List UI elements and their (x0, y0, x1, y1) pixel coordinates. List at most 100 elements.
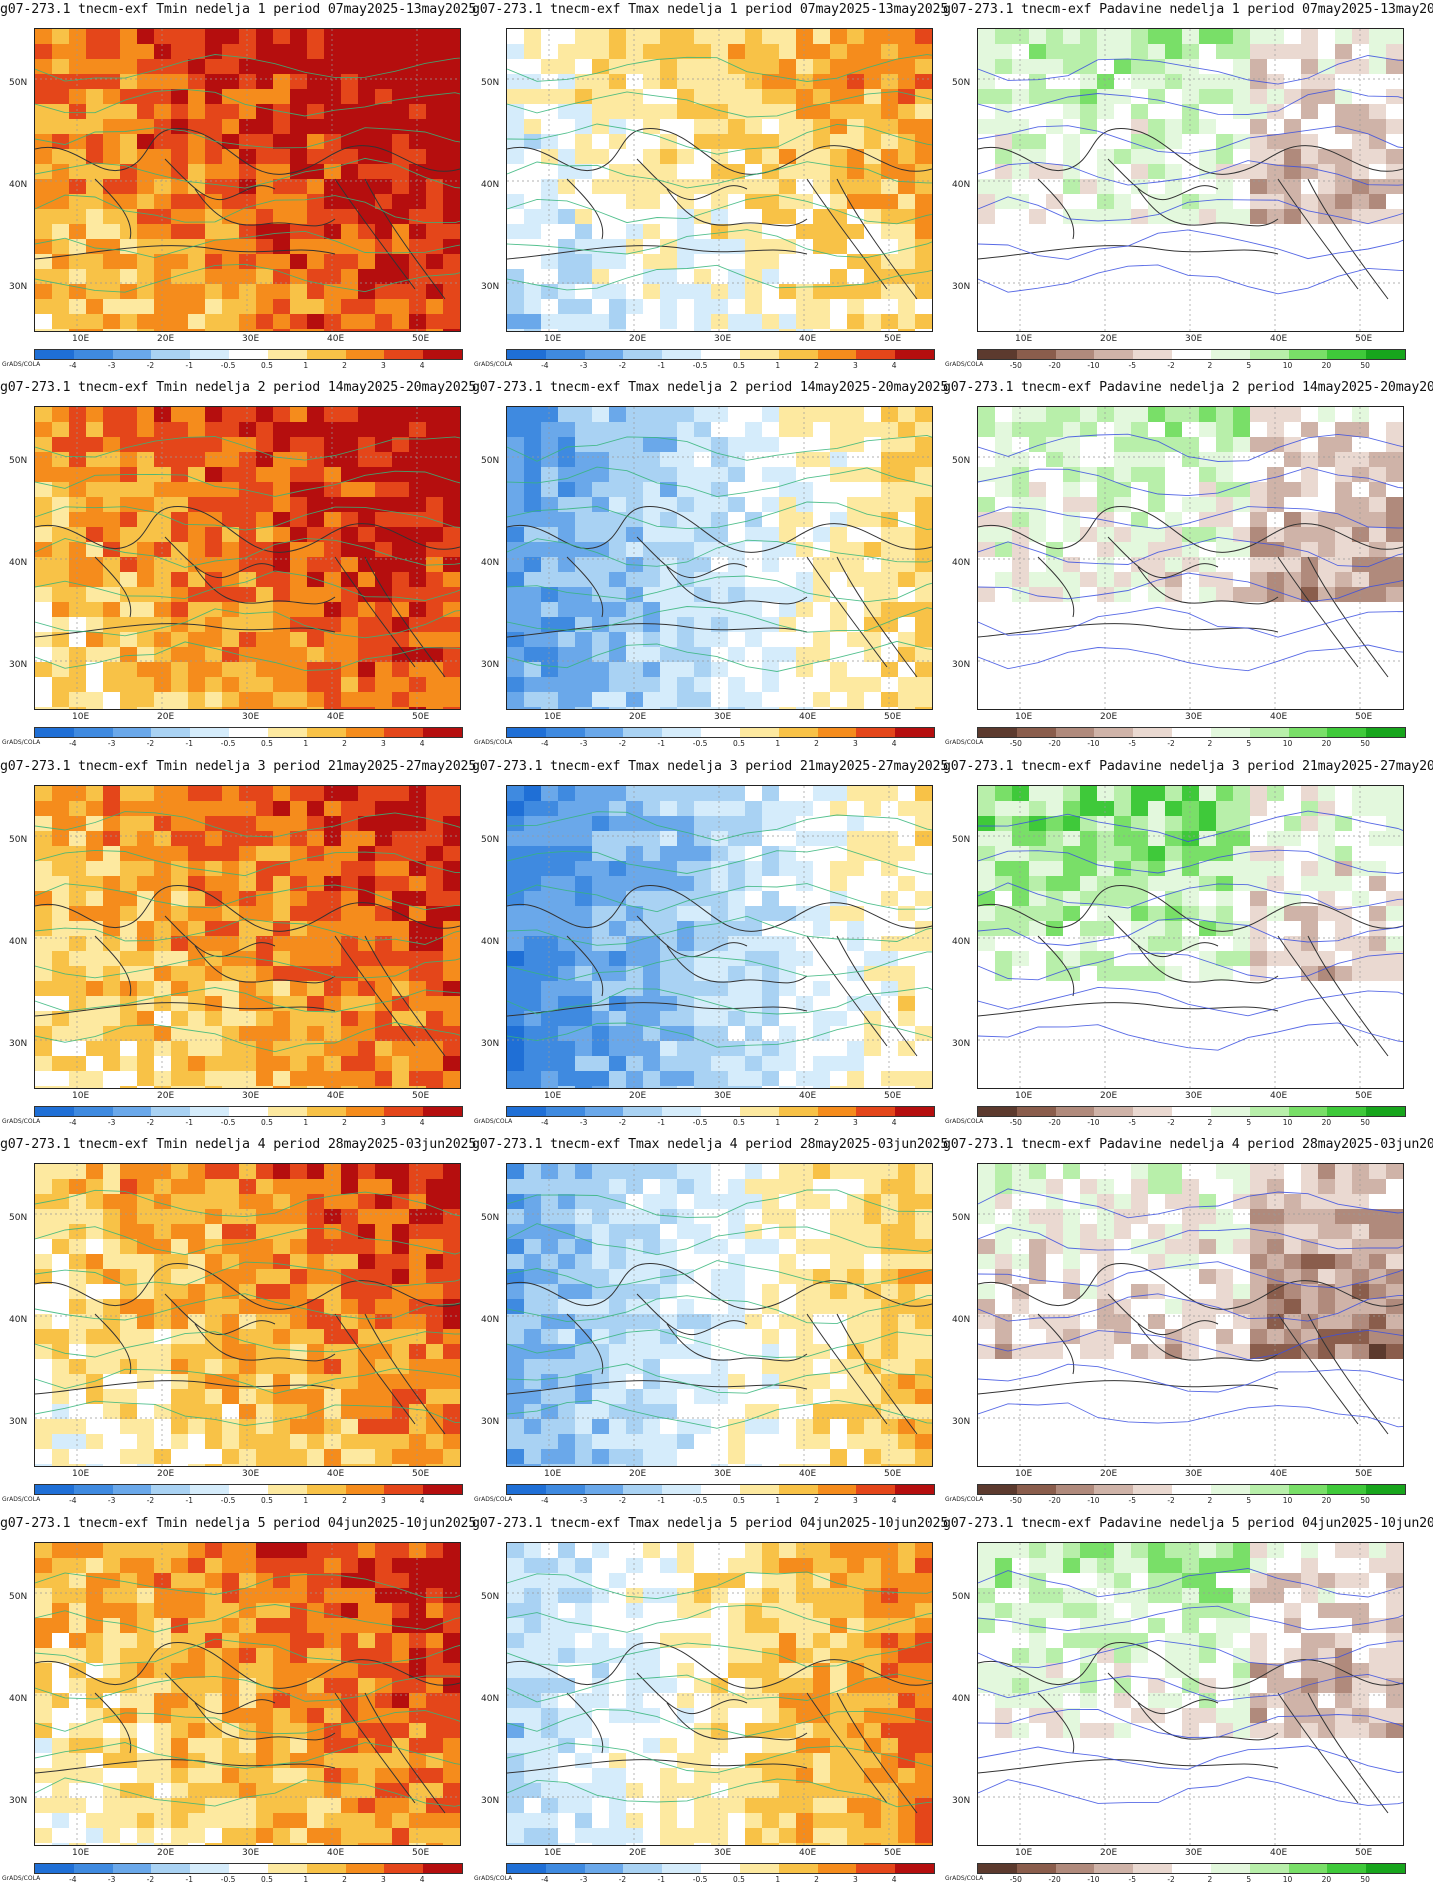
colorbar-tick-label: 4 (891, 1118, 897, 1127)
colorbar-tick-label: 3 (380, 739, 386, 748)
longitude-label: 40E (799, 1848, 817, 1858)
colorbar-segment (306, 350, 346, 359)
colorbar-tick-label: -4 (541, 1496, 549, 1505)
longitude-label: 10E (544, 712, 562, 722)
latitude-label: 30N (481, 1039, 500, 1049)
longitude-label: 10E (1015, 712, 1033, 722)
colorbar-tick-label: 1 (303, 1118, 309, 1127)
colorbar-segment (978, 1107, 1017, 1116)
colorbar-segment (1133, 728, 1173, 737)
colorbar-segment (662, 1485, 702, 1494)
colorbar-tick-label: -2 (146, 361, 155, 370)
colorbar-tick-label: 10 (1282, 1875, 1293, 1884)
latitude-label: 50N (481, 835, 500, 845)
latitude-label: 40N (9, 558, 28, 568)
colorbar-tick-label: -20 (1048, 361, 1061, 370)
longitude-label: 30E (242, 1848, 260, 1858)
latitude-label: 30N (952, 1796, 971, 1806)
colorbar-tick-label: 5 (1246, 1875, 1252, 1884)
colorbar-tick-label: -4 (69, 739, 77, 748)
colorbar-tick-label: -2 (1167, 739, 1175, 748)
colorbar-segment (1016, 350, 1056, 359)
panel-title: g07-273.1 tnecm-exf Tmax nedelja 5 perio… (472, 1516, 949, 1531)
colorbar-segment (190, 1864, 230, 1873)
map-canvas (35, 1543, 460, 1845)
map-canvas (978, 407, 1403, 709)
latitude-label: 40N (9, 937, 28, 947)
colorbar-segment (1210, 1107, 1250, 1116)
latitude-label: 50N (952, 835, 971, 845)
colorbar-tick-label: 2 (1207, 361, 1213, 370)
colorbar-tick-label: -10 (1087, 739, 1100, 748)
colorbar-segment (345, 350, 385, 359)
colorbar-segment (73, 1864, 113, 1873)
colorbar-segment (701, 728, 740, 737)
colorbar-segment (1210, 350, 1250, 359)
longitude-label: 50E (1355, 334, 1373, 344)
colorbar-tick-label: -3 (107, 739, 116, 748)
latitude-label: 30N (952, 282, 971, 292)
temperature-colorbar (506, 1106, 935, 1117)
colorbar-segment (778, 728, 818, 737)
colorbar-segment (856, 1485, 896, 1494)
longitude-label: 30E (714, 1469, 732, 1479)
colorbar-tick-label: -0.5 (220, 361, 236, 370)
map-panel: g07-273.1 tnecm-exf Tmin nedelja 4 perio… (0, 1135, 476, 1510)
colorbar-segment (545, 1107, 585, 1116)
colorbar-tick-label: -3 (579, 361, 588, 370)
colorbar-tick-label: -10 (1087, 1875, 1100, 1884)
colorbar-segment (1288, 1107, 1328, 1116)
colorbar-tick-label: 3 (852, 1496, 858, 1505)
colorbar-tick-label: 5 (1246, 1118, 1252, 1127)
colorbar-tick-label: -0.5 (220, 1496, 236, 1505)
colorbar-segment (1016, 1107, 1056, 1116)
map-canvas (978, 1164, 1403, 1466)
colorbar-tick-label: 0.5 (732, 1496, 745, 1505)
longitude-label: 20E (157, 1091, 175, 1101)
longitude-label: 20E (157, 1469, 175, 1479)
colorbar-segment (267, 1864, 307, 1873)
colorbar-segment (229, 1107, 268, 1116)
colorbar-segment (1055, 1485, 1095, 1494)
longitude-label: 50E (884, 1091, 902, 1101)
temperature-anomaly-map (506, 1542, 933, 1846)
colorbar-segment (1249, 1864, 1289, 1873)
colorbar-tick-label: 2 (814, 739, 819, 748)
panel-title: g07-273.1 tnecm-exf Tmin nedelja 5 perio… (0, 1516, 477, 1531)
colorbar-segment (701, 1864, 740, 1873)
longitude-label: 10E (72, 1848, 90, 1858)
colorbar-segment (895, 350, 934, 359)
colorbar-segment (817, 728, 857, 737)
colorbar-tick-label: -50 (1009, 1875, 1022, 1884)
map-canvas (978, 786, 1403, 1088)
colorbar-segment (662, 350, 702, 359)
colorbar-tick-label: -10 (1087, 1496, 1100, 1505)
colorbar-segment (306, 728, 346, 737)
temperature-anomaly-map (506, 406, 933, 710)
map-panel: g07-273.1 tnecm-exf Padavine nedelja 2 p… (943, 378, 1433, 753)
colorbar-tick-label: 1 (303, 739, 309, 748)
colorbar-segment (1055, 1864, 1095, 1873)
colorbar-tick-label: -20 (1048, 1875, 1061, 1884)
colorbar-segment (739, 1864, 779, 1873)
longitude-label: 30E (242, 334, 260, 344)
colorbar-tick-label: -4 (541, 1118, 549, 1127)
colorbar-tick-label: -2 (146, 739, 155, 748)
longitude-label: 20E (157, 1848, 175, 1858)
temperature-colorbar (34, 1863, 463, 1874)
colorbar-tick-label: -2 (1167, 361, 1175, 370)
colorbar-segment (1094, 1485, 1134, 1494)
latitude-label: 30N (952, 1417, 971, 1427)
colorbar-tick-label: -1 (185, 361, 194, 370)
colorbar-tick-label: 2 (1207, 1875, 1213, 1884)
colorbar-segment (856, 1107, 896, 1116)
colorbar-segment (73, 350, 113, 359)
colorbar-segment (778, 350, 818, 359)
latitude-label: 30N (481, 282, 500, 292)
longitude-label: 40E (327, 1848, 345, 1858)
precipitation-colorbar (977, 1106, 1406, 1117)
longitude-label: 20E (1100, 1091, 1118, 1101)
colorbar-segment (1133, 1864, 1173, 1873)
map-canvas (507, 1543, 932, 1845)
temperature-colorbar (34, 1484, 463, 1495)
